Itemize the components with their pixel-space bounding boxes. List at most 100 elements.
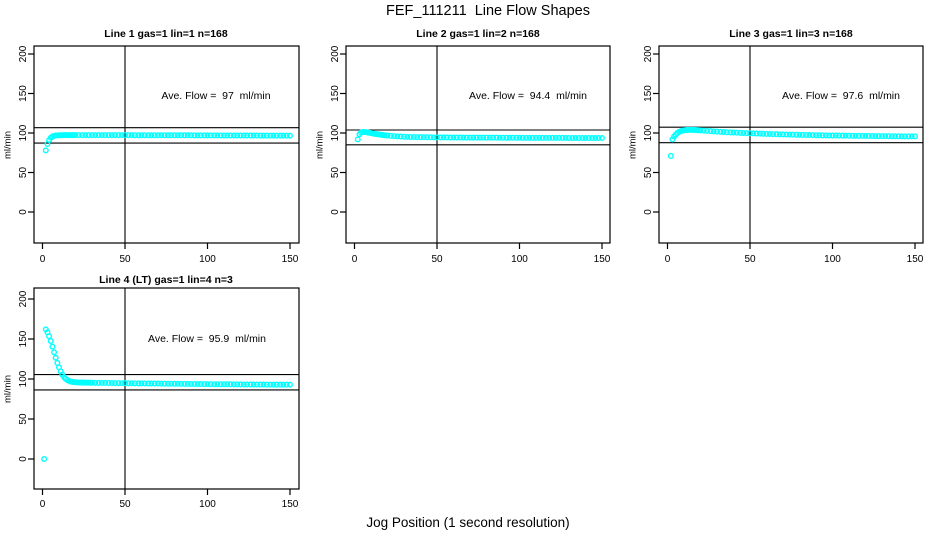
data-point — [158, 132, 165, 139]
data-point — [566, 134, 573, 141]
data-point — [118, 132, 125, 139]
y-tick-label: 0 — [330, 209, 341, 215]
y-tick-label: 200 — [18, 290, 29, 307]
data-point — [816, 132, 823, 139]
data-point — [766, 131, 773, 138]
data-point — [197, 132, 204, 139]
data-point — [533, 134, 540, 141]
data-point — [404, 133, 411, 140]
data-point — [829, 132, 836, 139]
x-tick-label: 0 — [352, 254, 358, 265]
panel-2-y-axis-label: ml/min — [314, 131, 326, 159]
data-point — [184, 380, 191, 387]
data-point — [872, 133, 879, 140]
data-point — [562, 134, 569, 141]
data-point — [214, 132, 221, 139]
y-tick-label: 150 — [643, 85, 654, 102]
data-point — [181, 380, 188, 387]
data-point — [822, 132, 829, 139]
data-point — [354, 136, 361, 143]
data-point — [579, 134, 586, 141]
data-point — [391, 133, 398, 140]
data-point — [753, 130, 760, 137]
data-point — [273, 132, 280, 139]
data-point — [912, 133, 919, 140]
data-point — [710, 128, 717, 135]
data-point — [908, 133, 915, 140]
data-point — [862, 132, 869, 139]
data-point — [220, 381, 227, 388]
data-point — [79, 132, 86, 139]
data-point — [263, 132, 270, 139]
data-point — [743, 130, 750, 137]
panel-3-plot: 0 50 100 150 0 50 100 150 200 — [643, 45, 924, 265]
data-point — [750, 130, 757, 137]
data-point — [453, 134, 460, 141]
data-point — [723, 129, 730, 136]
plot-box — [658, 45, 924, 244]
data-point — [384, 132, 391, 139]
data-point — [516, 134, 523, 141]
data-point — [536, 134, 543, 141]
data-point — [727, 129, 734, 136]
data-point — [234, 381, 241, 388]
data-point — [227, 132, 234, 139]
data-point — [809, 132, 816, 139]
data-point — [141, 132, 148, 139]
data-point — [267, 132, 274, 139]
data-point — [121, 132, 128, 139]
y-tick-label: 200 — [18, 45, 29, 62]
data-point — [115, 132, 122, 139]
data-point — [287, 381, 294, 388]
data-point — [237, 132, 244, 139]
data-point — [128, 132, 135, 139]
data-point — [151, 132, 158, 139]
panel-1-y-axis-label: ml/min — [2, 131, 14, 159]
data-point — [52, 354, 59, 361]
data-point — [115, 380, 122, 387]
data-point — [174, 132, 181, 139]
data-point — [476, 134, 483, 141]
data-point — [457, 134, 464, 141]
y-tick-label: 0 — [18, 209, 29, 215]
data-point — [773, 131, 780, 138]
data-point — [257, 132, 264, 139]
data-point — [283, 381, 290, 388]
data-point — [207, 132, 214, 139]
data-point — [467, 134, 474, 141]
data-point — [92, 132, 99, 139]
data-point — [470, 134, 477, 141]
data-point — [244, 381, 251, 388]
data-point — [204, 132, 211, 139]
y-tick-label: 50 — [18, 413, 29, 425]
data-point — [667, 152, 674, 159]
data-point — [270, 381, 277, 388]
data-point — [783, 131, 790, 138]
data-point — [187, 132, 194, 139]
data-point — [164, 380, 171, 387]
data-point — [145, 380, 152, 387]
data-point — [440, 134, 447, 141]
data-point — [490, 134, 497, 141]
data-point — [46, 333, 53, 340]
data-point — [720, 128, 727, 135]
panel-4-ave-flow-annotation: Ave. Flow = 95.9 ml/min — [148, 333, 266, 345]
data-point — [902, 133, 909, 140]
data-point — [770, 131, 777, 138]
data-point — [151, 380, 158, 387]
x-tick-label: 50 — [431, 254, 443, 265]
data-point — [125, 132, 132, 139]
data-point — [220, 132, 227, 139]
data-point — [483, 134, 490, 141]
data-point — [108, 132, 115, 139]
data-point — [730, 129, 737, 136]
data-point — [420, 134, 427, 141]
data-point — [273, 381, 280, 388]
data-point — [138, 132, 145, 139]
data-point — [796, 131, 803, 138]
data-point — [575, 134, 582, 141]
data-point — [224, 381, 231, 388]
data-point — [171, 132, 178, 139]
data-point — [523, 134, 530, 141]
